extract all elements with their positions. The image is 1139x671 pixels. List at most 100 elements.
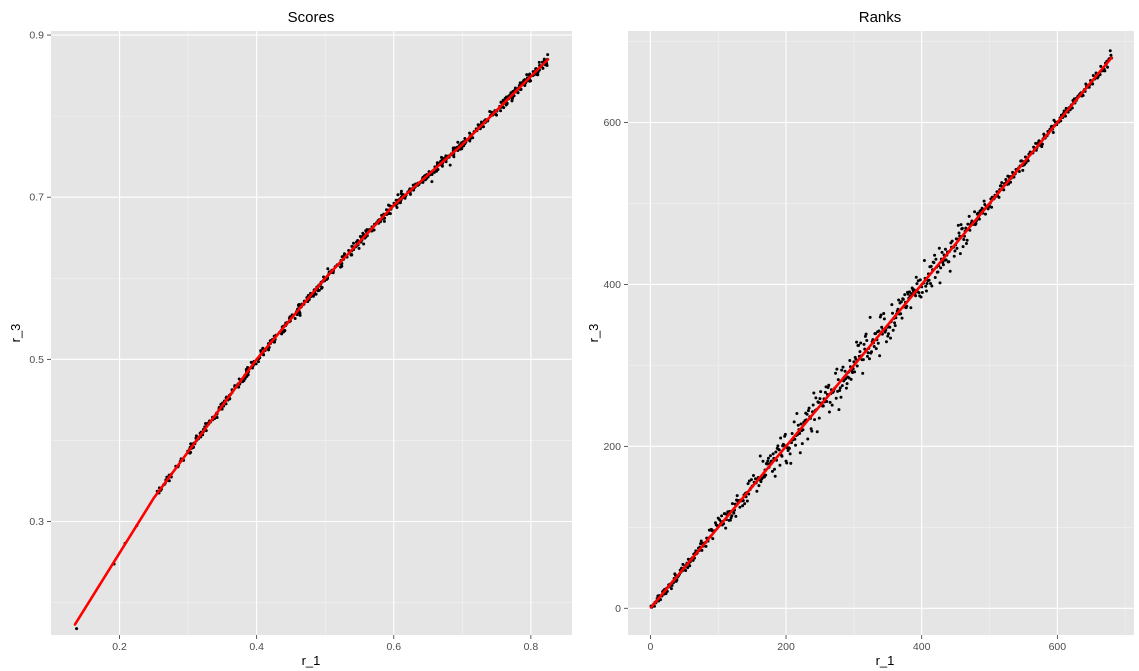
data-point: [857, 343, 861, 347]
data-point: [728, 518, 732, 522]
data-point: [897, 298, 901, 302]
ranks-x-axis-title: r_1: [876, 653, 895, 668]
data-point: [317, 288, 321, 292]
data-point: [759, 480, 763, 484]
data-point: [761, 459, 765, 463]
data-point: [855, 340, 859, 344]
data-point: [782, 443, 786, 447]
data-point: [751, 473, 755, 477]
data-point: [545, 63, 549, 67]
y-tick-label: 0.5: [29, 354, 44, 366]
data-point: [961, 245, 965, 249]
data-point: [922, 259, 926, 263]
scores-fit-line: [73, 58, 550, 626]
data-point: [888, 325, 892, 329]
data-point: [806, 409, 810, 413]
ranks-major-grid: [628, 31, 1134, 635]
data-point: [874, 332, 878, 336]
data-point: [357, 246, 361, 250]
data-point: [997, 195, 1001, 199]
data-point: [909, 306, 913, 310]
data-point: [936, 270, 940, 274]
data-point: [877, 329, 881, 333]
data-point: [929, 264, 933, 268]
data-point: [766, 456, 770, 460]
data-point: [720, 514, 724, 518]
data-point: [834, 371, 838, 375]
data-point: [805, 412, 809, 416]
data-point: [430, 180, 434, 184]
data-point: [845, 382, 849, 386]
data-point: [870, 350, 873, 354]
data-point: [932, 261, 936, 265]
data-point: [326, 267, 330, 271]
scores-minor-grid: [51, 31, 572, 635]
ranks-minor-grid: [628, 31, 1134, 635]
scores-y-axis: 0.3 0.5 0.7 0.9: [29, 30, 51, 528]
data-point: [919, 295, 923, 299]
data-point: [966, 222, 970, 226]
data-point: [806, 437, 810, 441]
data-point: [777, 448, 781, 452]
data-point: [814, 396, 818, 400]
data-point: [283, 328, 287, 332]
data-point: [249, 360, 253, 364]
data-point: [962, 238, 966, 242]
data-point: [1051, 130, 1055, 134]
x-tick-label: 0: [647, 641, 653, 653]
data-point: [864, 332, 868, 336]
data-point: [899, 312, 903, 316]
data-point: [960, 226, 964, 230]
scores-title: Scores: [288, 9, 335, 26]
data-point: [1021, 168, 1025, 172]
data-point: [835, 367, 839, 371]
data-point: [854, 357, 858, 361]
data-point: [844, 386, 848, 390]
data-point: [1081, 94, 1085, 97]
data-point: [958, 252, 962, 256]
data-point: [732, 511, 736, 515]
data-point: [868, 315, 872, 319]
data-point: [823, 390, 827, 394]
data-point: [502, 106, 506, 110]
data-point: [924, 284, 928, 288]
data-point: [865, 339, 869, 343]
data-point: [924, 289, 928, 293]
data-point: [953, 249, 957, 253]
data-point: [499, 100, 503, 104]
data-point: [853, 370, 857, 374]
data-point: [810, 429, 814, 433]
data-point: [957, 231, 961, 235]
y-tick-label: 0.7: [29, 192, 44, 204]
data-point: [204, 422, 208, 426]
data-point: [952, 254, 956, 258]
data-point: [704, 544, 708, 548]
data-point: [749, 478, 753, 482]
data-point: [889, 336, 892, 340]
data-point: [1000, 181, 1004, 185]
data-point: [525, 73, 529, 77]
data-point: [956, 223, 960, 227]
data-point: [664, 592, 668, 596]
data-point: [788, 452, 792, 456]
data-point: [766, 459, 770, 463]
data-point: [783, 432, 787, 436]
scores-y-axis-title: r_3: [8, 324, 23, 343]
data-point: [941, 263, 945, 267]
x-tick-label: 0.6: [386, 641, 401, 653]
data-point: [990, 205, 994, 209]
data-point: [838, 389, 842, 393]
data-point: [382, 219, 386, 223]
x-tick-label: 0.4: [249, 641, 264, 653]
data-point: [925, 281, 929, 285]
data-point: [836, 378, 840, 382]
data-point: [859, 341, 863, 345]
data-point: [906, 292, 910, 296]
data-point: [504, 103, 508, 107]
data-point: [448, 163, 452, 167]
data-point: [362, 242, 366, 246]
data-point: [440, 164, 444, 168]
data-point: [817, 401, 821, 405]
data-point: [807, 406, 811, 410]
data-point: [792, 420, 796, 424]
